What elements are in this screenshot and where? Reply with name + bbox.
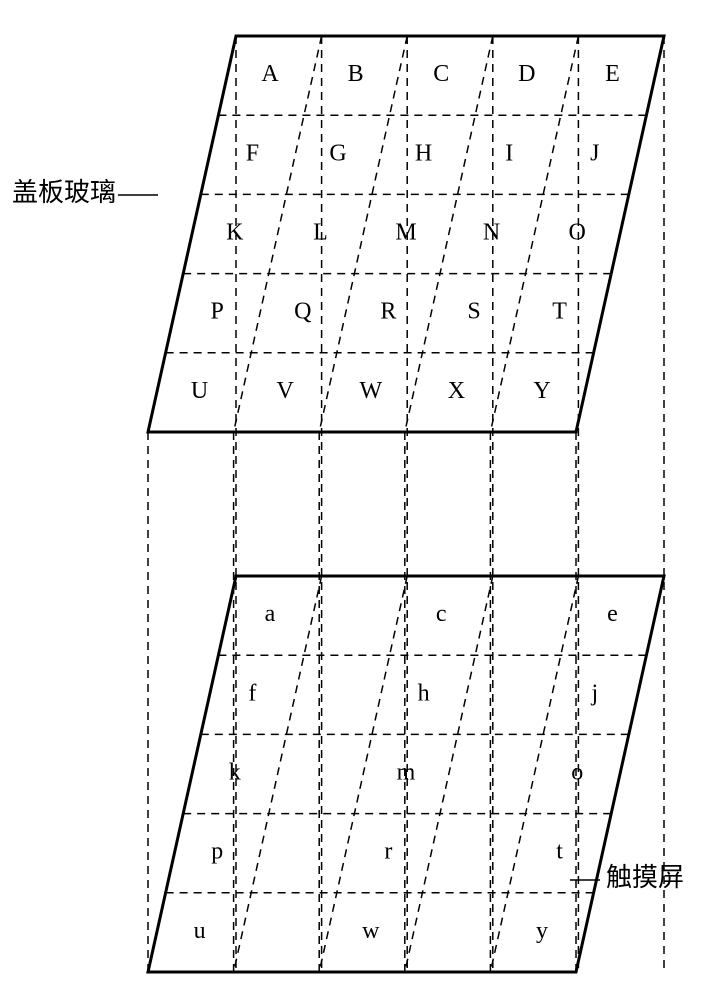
top_grid-cell-label: Q xyxy=(294,299,311,325)
top_grid-cell-label: G xyxy=(329,140,346,166)
top_grid-cell-label: A xyxy=(261,61,279,87)
bottom-grid-label: 触摸屏 xyxy=(606,863,684,892)
bottom_grid-cell-label: w xyxy=(362,918,380,944)
top_grid-cell-label: W xyxy=(359,378,382,404)
bottom_grid-cell-label: a xyxy=(265,601,276,627)
top_grid-cell-label: X xyxy=(448,378,465,404)
bottom_grid-cell-label: k xyxy=(229,760,241,786)
top_grid-cell-label: U xyxy=(191,378,208,404)
top_grid-cell-label: C xyxy=(433,61,449,87)
top_grid-cell-label: S xyxy=(467,299,480,325)
top_grid-cell-label: J xyxy=(590,140,599,166)
bottom_grid-col-divider xyxy=(490,576,578,972)
top_grid-cell-label: F xyxy=(246,140,259,166)
bottom_grid-cell-label: o xyxy=(571,760,583,786)
top_grid-col-divider xyxy=(319,36,407,432)
top_grid-cell-label: I xyxy=(505,140,513,166)
top_grid-cell-label: L xyxy=(313,220,328,246)
top_grid-cell-label: H xyxy=(415,140,432,166)
top_grid-cell-label: O xyxy=(569,220,586,246)
bottom_grid-cell-label: h xyxy=(418,680,430,706)
top_grid-cell-label: T xyxy=(552,299,567,325)
top_grid-cell-label: Y xyxy=(533,378,550,404)
top_grid-cell-label: R xyxy=(380,299,396,325)
bottom_grid-cell-label: t xyxy=(556,839,563,865)
bottom_grid-cell-label: e xyxy=(607,601,618,627)
bottom_grid-cell-label: p xyxy=(211,839,223,865)
bottom_grid-cell-label: c xyxy=(436,601,447,627)
bottom_grid-col-divider xyxy=(234,576,322,972)
top_grid-cell-label: P xyxy=(211,299,224,325)
top_grid-col-divider xyxy=(405,36,493,432)
top_grid-cell-label: E xyxy=(605,61,620,87)
top_grid-col-divider xyxy=(234,36,322,432)
bottom_grid-cell-label: f xyxy=(248,680,256,706)
top_grid-col-divider xyxy=(490,36,578,432)
bottom_grid-col-divider xyxy=(405,576,493,972)
top_grid-cell-label: M xyxy=(395,220,416,246)
bottom_grid-cell-label: u xyxy=(194,918,206,944)
bottom_grid-col-divider xyxy=(319,576,407,972)
bottom_grid-cell-label: y xyxy=(536,918,548,944)
top-grid-label: 盖板玻璃 xyxy=(12,178,116,207)
top_grid-cell-label: K xyxy=(226,220,244,246)
top_grid-cell-label: D xyxy=(518,61,535,87)
top_grid-cell-label: B xyxy=(348,61,364,87)
bottom_grid-cell-label: r xyxy=(384,839,392,865)
bottom_grid-cell-label: j xyxy=(590,680,598,706)
bottom_grid-cell-label: m xyxy=(397,760,416,786)
top_grid-cell-label: N xyxy=(483,220,500,246)
top_grid-cell-label: V xyxy=(277,378,295,404)
